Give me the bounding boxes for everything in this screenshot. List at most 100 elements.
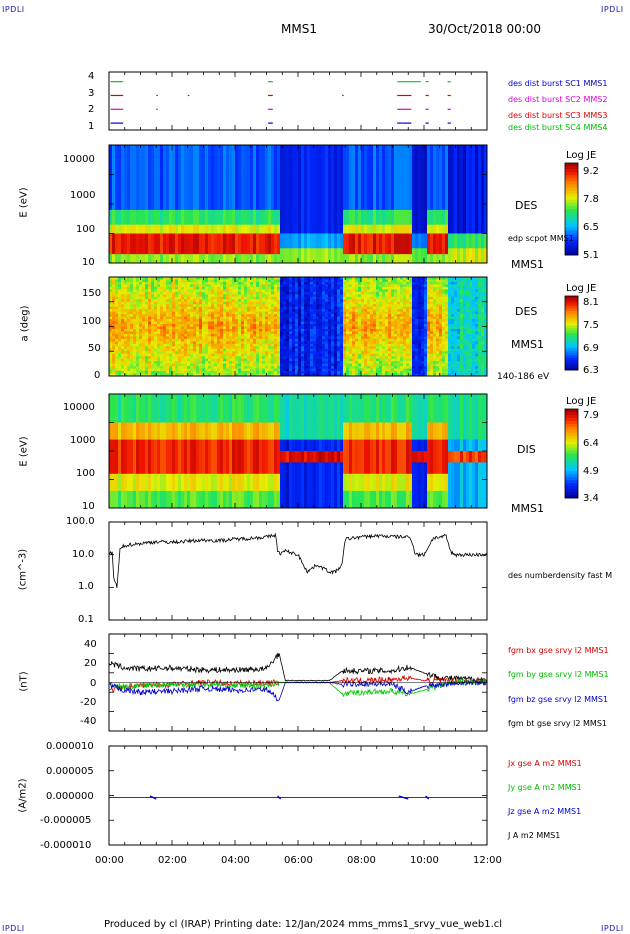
des-energy-cell xyxy=(340,168,344,172)
des-energy-cell xyxy=(256,251,260,255)
des-energy-cell xyxy=(373,251,377,255)
des-energy-cell xyxy=(385,251,389,255)
des-energy-cell xyxy=(436,189,440,193)
des-energy-cell xyxy=(481,156,485,161)
des-energy-cell xyxy=(478,180,482,184)
des-energy-cell xyxy=(292,209,296,214)
des-energy-cell xyxy=(481,168,485,172)
des-energy-cell xyxy=(445,215,449,220)
des-energy-cell xyxy=(145,224,149,228)
des-energy-cell xyxy=(208,204,212,208)
des-energy-cell xyxy=(451,245,455,249)
des-energy-cell xyxy=(382,195,386,199)
des-energy-cell xyxy=(379,248,383,252)
des-energy-cell xyxy=(277,236,281,240)
des-energy-cell xyxy=(196,162,200,167)
des-energy-cell xyxy=(223,230,227,234)
des-energy-cell xyxy=(433,174,437,178)
des-energy-cell xyxy=(331,227,335,231)
des-energy-cell xyxy=(448,171,452,175)
des-energy-cell xyxy=(349,162,353,167)
des-energy-cell xyxy=(397,168,401,172)
des-energy-cell xyxy=(202,245,206,249)
des-energy-cell xyxy=(274,242,278,246)
des-energy-cell xyxy=(355,239,359,243)
des-energy-cell xyxy=(169,245,173,249)
des-energy-cell xyxy=(160,180,164,184)
des-energy-cell xyxy=(322,204,326,208)
des-energy-cell xyxy=(301,165,305,169)
des-energy-cell xyxy=(436,254,440,258)
des-energy-cell xyxy=(346,218,350,223)
des-energy-cell xyxy=(409,257,413,261)
des-energy-cell xyxy=(202,180,206,184)
des-energy-cell xyxy=(436,233,440,237)
des-energy-cell xyxy=(262,198,266,202)
des-energy-cell xyxy=(193,218,197,223)
des-energy-cell xyxy=(130,206,134,211)
des-energy-cell xyxy=(163,192,167,196)
des-energy-cell xyxy=(349,195,353,199)
des-energy-cell xyxy=(196,195,200,199)
des-energy-cell xyxy=(316,245,320,249)
des-energy-cell xyxy=(409,212,413,217)
des-energy-cell xyxy=(136,204,140,208)
des-energy-cell xyxy=(169,168,173,172)
des-energy-cell xyxy=(328,156,332,161)
des-energy-cell xyxy=(448,209,452,214)
des-energy-cell xyxy=(394,209,398,214)
des-energy-cell xyxy=(115,153,119,158)
des-energy-cell xyxy=(226,195,230,199)
des-energy-cell xyxy=(331,159,335,164)
des-energy-cell xyxy=(310,248,314,252)
des-energy-cell xyxy=(199,174,203,178)
des-energy-cell xyxy=(292,145,296,149)
des-energy-cell xyxy=(211,189,215,193)
des-energy-cell xyxy=(268,201,272,205)
des-energy-cell xyxy=(133,242,137,246)
des-energy-cell xyxy=(343,159,347,164)
des-energy-cell xyxy=(424,177,428,181)
des-energy-cell xyxy=(388,248,392,252)
des-energy-cell xyxy=(136,209,140,214)
des-energy-cell xyxy=(169,189,173,193)
des-energy-cell xyxy=(223,239,227,243)
des-energy-cell xyxy=(193,227,197,231)
des-energy-cell xyxy=(238,195,242,199)
des-energy-cell xyxy=(421,257,425,261)
des-energy-cell xyxy=(109,215,113,220)
des-energy-cell xyxy=(403,177,407,181)
des-energy-cell xyxy=(145,221,149,226)
des-energy-cell xyxy=(145,227,149,231)
des-energy-cell xyxy=(337,248,341,252)
des-energy-cell xyxy=(157,159,161,164)
des-energy-cell xyxy=(184,206,188,211)
des-energy-cell xyxy=(199,257,203,261)
des-energy-cell xyxy=(454,195,458,199)
des-energy-cell xyxy=(310,174,314,178)
des-energy-cell xyxy=(214,168,218,172)
des-energy-cell xyxy=(313,162,317,167)
des-energy-cell xyxy=(388,251,392,255)
des-energy-cell xyxy=(409,174,413,178)
des-energy-cell xyxy=(238,150,242,155)
des-energy-cell xyxy=(232,156,236,161)
des-energy-cell xyxy=(244,153,248,158)
des-energy-cell xyxy=(322,156,326,161)
des-energy-cell xyxy=(394,162,398,167)
des-energy-cell xyxy=(133,168,137,172)
des-energy-cell xyxy=(397,159,401,164)
des-energy-cell xyxy=(109,168,113,172)
des-energy-cell xyxy=(382,248,386,252)
des-energy-cell xyxy=(478,227,482,231)
des-energy-cell xyxy=(151,145,155,149)
des-energy-cell xyxy=(277,192,281,196)
des-energy-cell xyxy=(241,245,245,249)
des-energy-cell xyxy=(160,218,164,223)
des-energy-cell xyxy=(211,195,215,199)
des-energy-cell xyxy=(283,233,287,237)
des-energy-cell xyxy=(289,221,293,226)
des-energy-cell xyxy=(199,180,203,184)
des-energy-cell xyxy=(112,192,116,196)
des-energy-cell xyxy=(475,227,479,231)
